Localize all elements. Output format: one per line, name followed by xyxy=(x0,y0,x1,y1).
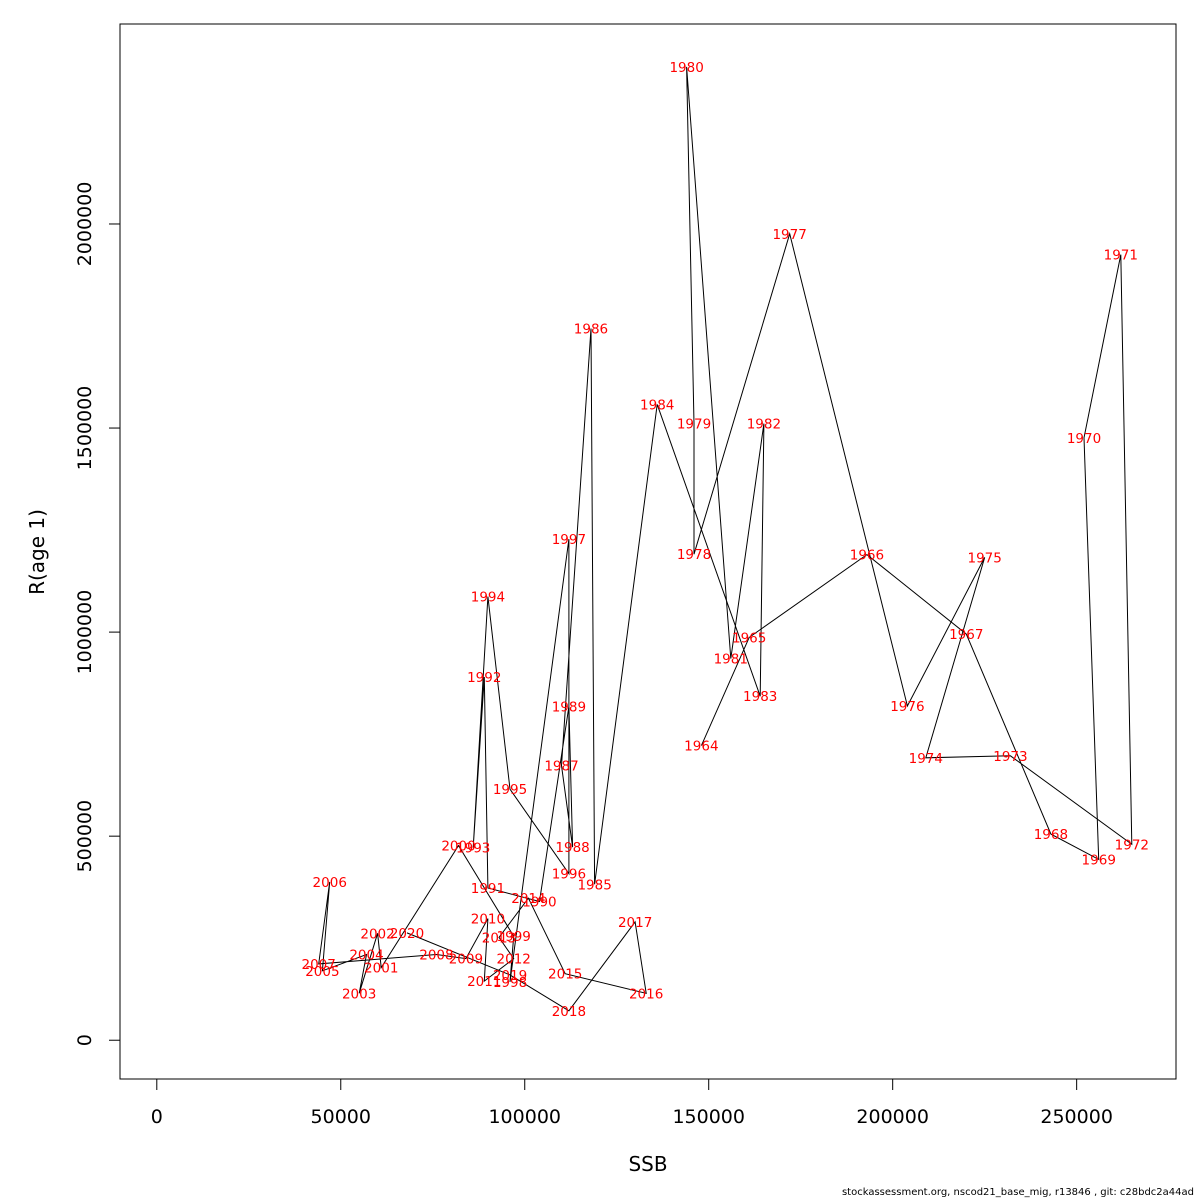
year-label: 2006 xyxy=(313,875,347,891)
x-tick-label: 250000 xyxy=(1040,1106,1113,1128)
year-label: 2018 xyxy=(552,1004,586,1020)
year-label: 2007 xyxy=(302,957,336,973)
x-tick-label: 0 xyxy=(151,1106,163,1128)
year-label: 1970 xyxy=(1067,431,1101,447)
year-label: 1979 xyxy=(677,417,711,433)
year-label: 1990 xyxy=(522,894,556,910)
year-label: 1983 xyxy=(743,689,777,705)
year-label: 1975 xyxy=(967,550,1001,566)
year-label: 2017 xyxy=(618,915,652,931)
year-label: 2000 xyxy=(441,839,475,855)
year-label: 2010 xyxy=(471,912,505,928)
year-label: 1972 xyxy=(1115,837,1149,853)
y-tick-label: 1000000 xyxy=(74,590,96,675)
y-tick-label: 500000 xyxy=(74,800,96,873)
y-axis-title: R(age 1) xyxy=(25,509,49,595)
year-label: 2008 xyxy=(419,948,453,964)
year-label: 2011 xyxy=(467,974,501,990)
year-label: 1984 xyxy=(640,397,674,413)
year-label: 2016 xyxy=(629,986,663,1002)
year-label: 1994 xyxy=(471,590,505,606)
year-label: 2004 xyxy=(349,948,383,964)
year-label: 1996 xyxy=(552,867,586,883)
year-labels: 1964 1965 1966 1967 1968 1969 1970 1971 1972 1973… xyxy=(302,60,1150,1020)
year-label: 2015 xyxy=(548,967,582,983)
year-label: 1981 xyxy=(714,652,748,668)
year-label: 1978 xyxy=(677,547,711,563)
year-label: 2014 xyxy=(511,891,545,907)
year-label: 1969 xyxy=(1082,852,1116,868)
year-label: 1973 xyxy=(993,749,1027,765)
year-label: 2002 xyxy=(360,926,394,942)
year-label: 1966 xyxy=(850,548,884,564)
year-label: 1991 xyxy=(471,881,505,897)
year-label: 2020 xyxy=(390,926,424,942)
year-label: 2003 xyxy=(342,986,376,1002)
x-tick-label: 50000 xyxy=(311,1106,371,1128)
x-tick-label: 100000 xyxy=(488,1106,561,1128)
year-label: 2019 xyxy=(493,968,527,984)
year-label: 1985 xyxy=(577,877,611,893)
year-label: 2009 xyxy=(449,952,483,968)
year-label: 1988 xyxy=(555,840,589,856)
year-label: 1999 xyxy=(497,929,531,945)
year-label: 1997 xyxy=(552,532,586,548)
y-tick-label: 1500000 xyxy=(74,386,96,471)
year-label: 2013 xyxy=(482,930,516,946)
year-label: 1998 xyxy=(493,975,527,991)
year-label: 1992 xyxy=(467,670,501,686)
x-tick-label: 150000 xyxy=(672,1106,745,1128)
y-axis: 0 500000 1000000 1500000 2000000 xyxy=(74,182,121,1046)
year-label: 1968 xyxy=(1034,827,1068,843)
x-tick-label: 200000 xyxy=(856,1106,929,1128)
year-label: 1980 xyxy=(669,60,703,76)
year-label: 2005 xyxy=(305,964,339,980)
stock-recruitment-trajectory xyxy=(318,66,1133,1012)
year-label: 1989 xyxy=(552,699,586,715)
year-label: 2012 xyxy=(497,952,531,968)
x-axis: 0 50000 100000 150000 200000 250000 xyxy=(151,1078,1113,1128)
year-label: 1987 xyxy=(544,759,578,775)
year-label: 1964 xyxy=(684,739,718,755)
footer-note: stockassessment.org, nscod21_base_mig, r… xyxy=(841,1187,1194,1198)
year-label: 1965 xyxy=(732,630,766,646)
year-label: 1982 xyxy=(747,417,781,433)
year-label: 1976 xyxy=(890,699,924,715)
y-tick-label: 0 xyxy=(74,1034,96,1046)
year-label: 1971 xyxy=(1104,248,1138,264)
year-label: 1995 xyxy=(493,782,527,798)
year-label: 1974 xyxy=(909,751,943,767)
year-label: 2001 xyxy=(364,961,398,977)
year-label: 1986 xyxy=(574,321,608,337)
year-label: 1993 xyxy=(456,841,490,857)
x-axis-title: SSB xyxy=(628,1152,667,1176)
y-tick-label: 2000000 xyxy=(74,182,96,267)
year-label: 1967 xyxy=(949,627,983,643)
year-label: 1977 xyxy=(772,227,806,243)
